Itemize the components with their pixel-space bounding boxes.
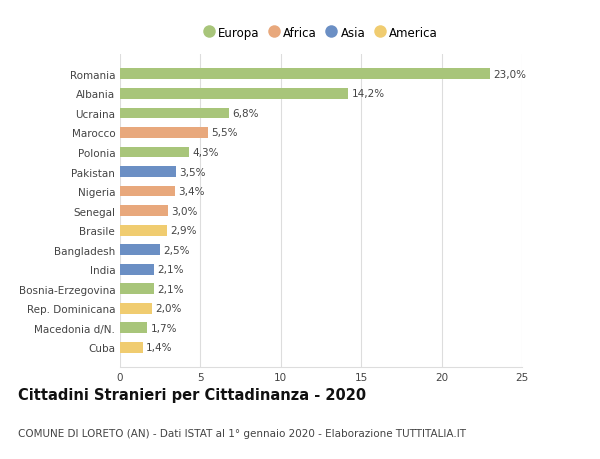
Text: 6,8%: 6,8% — [233, 109, 259, 118]
Text: 3,4%: 3,4% — [178, 187, 205, 196]
Text: 2,5%: 2,5% — [163, 245, 190, 255]
Text: 2,1%: 2,1% — [157, 265, 184, 274]
Text: Cittadini Stranieri per Cittadinanza - 2020: Cittadini Stranieri per Cittadinanza - 2… — [18, 387, 366, 403]
Bar — [120, 264, 154, 275]
Bar — [120, 225, 167, 236]
Text: 3,0%: 3,0% — [172, 206, 198, 216]
Text: 14,2%: 14,2% — [352, 89, 385, 99]
Bar — [120, 128, 208, 139]
Bar — [120, 323, 148, 334]
Bar — [120, 206, 168, 217]
Bar — [120, 69, 490, 80]
Text: 23,0%: 23,0% — [493, 70, 526, 79]
Text: 2,1%: 2,1% — [157, 284, 184, 294]
Text: 1,4%: 1,4% — [146, 343, 172, 353]
Text: 5,5%: 5,5% — [212, 128, 238, 138]
Text: 1,7%: 1,7% — [151, 323, 177, 333]
Bar — [120, 284, 154, 295]
Bar — [120, 303, 152, 314]
Text: COMUNE DI LORETO (AN) - Dati ISTAT al 1° gennaio 2020 - Elaborazione TUTTITALIA.: COMUNE DI LORETO (AN) - Dati ISTAT al 1°… — [18, 428, 466, 438]
Bar — [120, 108, 229, 119]
Text: 3,5%: 3,5% — [179, 167, 206, 177]
Bar — [120, 89, 349, 100]
Bar — [120, 186, 175, 197]
Bar — [120, 245, 160, 256]
Text: 4,3%: 4,3% — [193, 148, 219, 157]
Text: 2,0%: 2,0% — [155, 304, 182, 313]
Text: 2,9%: 2,9% — [170, 226, 196, 235]
Bar — [120, 342, 143, 353]
Legend: Europa, Africa, Asia, America: Europa, Africa, Asia, America — [200, 23, 442, 44]
Bar — [120, 167, 176, 178]
Bar — [120, 147, 189, 158]
